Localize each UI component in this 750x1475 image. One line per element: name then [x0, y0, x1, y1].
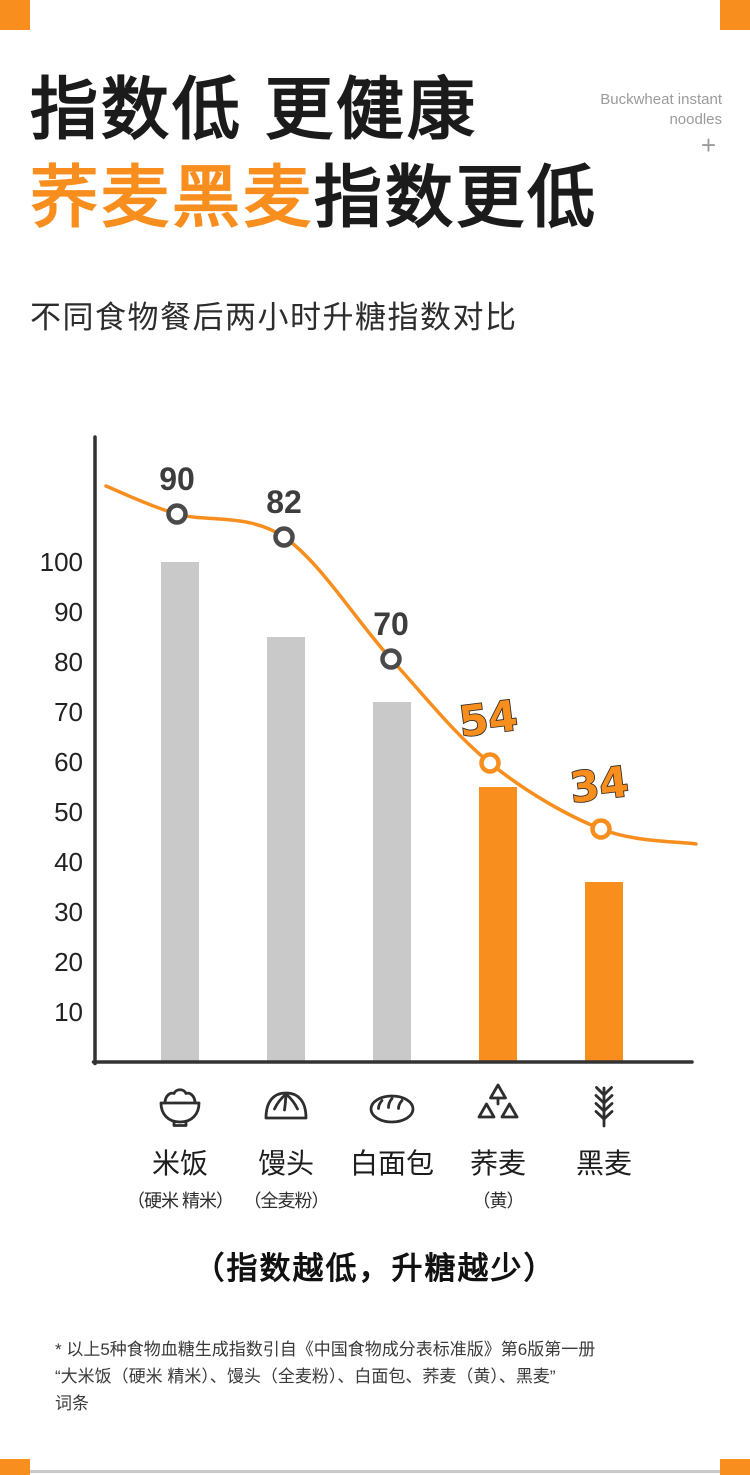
chart-title: 不同食物餐后两小时升糖指数对比 — [30, 300, 518, 335]
steamed-bun-icon — [258, 1078, 314, 1134]
category-note: （黄） — [472, 1191, 525, 1211]
value-label: 90 — [159, 461, 195, 497]
y-tick-label: 10 — [54, 997, 83, 1027]
chart-caption: （指数越低，升糖越少） — [193, 1251, 557, 1286]
curve-marker-2 — [380, 648, 402, 670]
corner-accent-bottom-right — [720, 1459, 750, 1475]
category-label: 黑麦 — [575, 1148, 632, 1179]
y-tick-label: 60 — [54, 747, 83, 777]
value-label-highlight: 34 — [567, 757, 631, 813]
curve-marker-3 — [479, 752, 501, 774]
y-tick-label: 30 — [54, 897, 83, 927]
footnote-line1: * 以上5种食物血糖生成指数引自《中国食物成分表标准版》第6版第一册 — [55, 1340, 596, 1359]
y-tick-label: 40 — [54, 847, 83, 877]
y-tick-label: 80 — [54, 647, 83, 677]
chart-bar-4 — [585, 882, 623, 1062]
category-label: 白面包 — [349, 1148, 434, 1179]
value-label: 70 — [373, 606, 409, 642]
category-label: 馒头 — [257, 1148, 314, 1179]
title-highlight: 荞麦黑麦 — [30, 160, 315, 236]
english-subtitle: Buckwheat instant noodles — [600, 90, 722, 130]
category-buckwheat: 荞麦 （黄） — [445, 1078, 551, 1213]
english-subtitle-line2: noodles — [669, 111, 722, 128]
chart-bar-3 — [479, 787, 517, 1062]
plus-decoration: + — [700, 130, 716, 160]
category-note: （全麦粉） — [243, 1191, 330, 1211]
english-subtitle-line1: Buckwheat instant — [600, 91, 722, 108]
value-label: 82 — [266, 484, 302, 520]
curve-marker-0 — [166, 503, 188, 525]
corner-accent-top-left — [0, 0, 30, 30]
category-label: 荞麦 — [469, 1148, 526, 1179]
category-rye: 黑麦 — [551, 1078, 657, 1213]
y-tick-label: 100 — [40, 547, 83, 577]
y-tick-label: 50 — [54, 797, 83, 827]
y-tick-label: 20 — [54, 947, 83, 977]
chart-bar-2 — [373, 702, 411, 1062]
category-note: （硬米 精米） — [127, 1191, 234, 1211]
category-white-bread: 白面包 — [339, 1078, 445, 1213]
value-label-highlight: 54 — [456, 691, 520, 747]
bread-icon — [364, 1078, 420, 1134]
curve-marker-4 — [590, 818, 612, 840]
y-tick-label: 70 — [54, 697, 83, 727]
category-rice: 米饭 （硬米 精米） — [127, 1078, 234, 1213]
category-steamed-bun: 馒头 （全麦粉） — [233, 1078, 339, 1213]
category-label: 米饭 — [151, 1148, 208, 1179]
corner-accent-top-right — [720, 0, 750, 30]
y-tick-label: 90 — [54, 597, 83, 627]
gi-trend-curve — [104, 484, 698, 846]
title-line-2: 荞麦黑麦指数更低 — [30, 154, 598, 242]
title-line-1: 指数低 更健康 — [30, 72, 478, 148]
source-footnote: * 以上5种食物血糖生成指数引自《中国食物成分表标准版》第6版第一册 “大米饭（… — [55, 1336, 705, 1417]
page-title: 指数低 更健康 荞麦黑麦指数更低 — [30, 66, 598, 242]
title-rest: 指数更低 — [314, 160, 599, 236]
corner-accent-bottom-left — [0, 1459, 30, 1475]
footnote-line2: “大米饭（硬米 精米）、馒头（全麦粉）、白面包、荞麦（黄）、黑麦” — [55, 1367, 556, 1386]
bottom-divider — [0, 1470, 750, 1473]
chart-bar-1 — [267, 637, 305, 1062]
rye-icon — [576, 1078, 632, 1134]
category-axis: 米饭 （硬米 精米） 馒头 （全麦粉） — [127, 1078, 657, 1213]
curve-marker-1 — [273, 526, 295, 548]
footnote-line3: 词条 — [55, 1394, 89, 1413]
buckwheat-icon — [470, 1078, 526, 1134]
rice-bowl-icon — [152, 1078, 208, 1134]
chart-bar-0 — [161, 562, 199, 1062]
